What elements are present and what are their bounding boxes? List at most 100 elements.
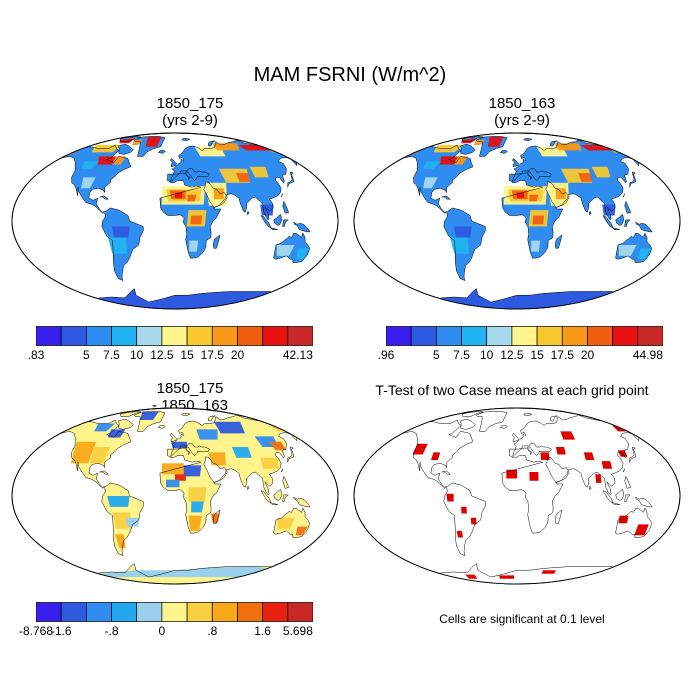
p1-field-18 <box>97 156 118 165</box>
colorbar-abs1-tick-label: 7.5 <box>103 348 120 362</box>
colorbar-abs1-swatch-9 <box>262 326 289 346</box>
java-coastline <box>611 502 620 505</box>
uk-coastline <box>170 158 177 168</box>
colorbar-abs1-swatch-6 <box>186 326 213 346</box>
panel-1-title: 1850_175 (yrs 2-9) <box>60 95 320 129</box>
map-boundary <box>353 407 681 585</box>
panel-2-title: 1850_163 (yrs 2-9) <box>392 95 652 129</box>
australia-coastline <box>615 232 653 263</box>
map-boundary <box>11 407 339 585</box>
colorbar-diff-labels: -8.768 -1.6 -.8 0 .8 1.6 5.698 <box>19 622 313 638</box>
colorbar-diff-swatch-3 <box>111 602 138 622</box>
p2-field-22 <box>473 139 485 145</box>
java-coastline <box>611 227 620 230</box>
p3-field-10 <box>161 463 184 475</box>
madagascar-coastline <box>554 234 563 249</box>
p2-field-21 <box>487 137 504 147</box>
australia-coastline <box>273 232 311 263</box>
philippines-coastline <box>624 200 632 214</box>
novaya-zemlya-coastline <box>550 415 558 422</box>
north-america-coastline <box>392 144 474 214</box>
new-guinea-coastline <box>635 496 653 508</box>
colorbar-abs2-tick-label: 10 <box>480 348 494 362</box>
japan-landmass <box>629 447 636 463</box>
africa-eurasia-coastline <box>159 139 299 259</box>
colorbar-diff-tick-label: 0 <box>158 624 166 638</box>
sri-lanka-coastline <box>246 210 250 215</box>
map-panel-1850-163 <box>353 132 681 310</box>
south-america-coastline <box>443 207 486 282</box>
taiwan-coastline <box>281 468 283 473</box>
ellesmere-island-coastline <box>461 411 484 417</box>
greenland-coastline <box>475 411 508 432</box>
sulawesi-landmass <box>282 219 289 227</box>
p3-field-6 <box>107 496 130 507</box>
sulawesi-landmass <box>282 494 289 502</box>
new-guinea-coastline <box>293 496 311 508</box>
sulawesi-coastline <box>282 494 289 502</box>
sumatra-coastline <box>260 489 272 503</box>
new-guinea-coastline <box>635 221 653 233</box>
colorbar-diff-swatch-1 <box>60 602 87 622</box>
colorbar-diff-swatch-5 <box>161 602 188 622</box>
ellesmere-island-coastline <box>119 136 142 142</box>
p3-field-22 <box>260 457 279 469</box>
baffin-island-coastline <box>460 143 476 155</box>
colorbar-diff-swatch-0 <box>36 602 62 622</box>
map-panel-1850-175 <box>11 132 339 310</box>
panel-2-title-line2: (yrs 2-9) <box>494 112 550 129</box>
iceland-coastline <box>499 150 508 154</box>
p1-field-10 <box>236 173 250 182</box>
sumatra-coastline <box>602 489 614 503</box>
p2-field-30 <box>603 186 622 195</box>
borneo-landmass <box>273 489 282 501</box>
map-panel-difference <box>11 407 339 585</box>
south-america-coastline <box>443 482 486 557</box>
colorbar-abs1-tick-label: 42.13 <box>282 348 313 362</box>
p2-field-23 <box>423 177 438 189</box>
panel-3-title-line1: 1850_175 <box>156 380 224 397</box>
colorbar-abs1-swatch-1 <box>60 326 87 346</box>
panel-4-title: T-Test of two Case means at each grid po… <box>375 382 649 398</box>
madagascar-coastline <box>554 509 563 524</box>
uk-landmass <box>170 433 177 442</box>
colorbar-abs1-tick-label: 17.5 <box>200 348 224 362</box>
p3-field-16 <box>188 515 202 531</box>
new-guinea-coastline <box>293 221 311 233</box>
java-coastline <box>269 227 278 230</box>
new-guinea-landmass <box>293 222 311 232</box>
colorbar-diff-swatch-8 <box>237 602 263 622</box>
uk-landmass <box>512 433 519 442</box>
p2-field-8 <box>555 188 566 200</box>
colorbar-abs2-swatch-4 <box>486 326 513 346</box>
japan-landmass <box>287 447 294 463</box>
baffin-island-coastline <box>118 143 134 155</box>
uk-coastline <box>512 433 519 443</box>
africa-eurasia-landmass <box>501 414 641 534</box>
sulawesi-landmass <box>624 494 631 502</box>
colorbar-abs1-swatch-3 <box>111 326 138 346</box>
colorbar-diff-swatch-9 <box>262 602 289 622</box>
significant-cells-8 <box>540 452 550 460</box>
sulawesi-landmass <box>624 219 631 227</box>
japan-landmass <box>629 172 636 188</box>
ellesmere-island-coastline <box>119 411 142 417</box>
madagascar-coastline <box>212 509 221 524</box>
p1-field-13 <box>212 143 240 151</box>
japan-coastline <box>629 446 637 463</box>
significant-cells-10 <box>556 447 566 455</box>
colorbar-abs1-swatch-7 <box>211 326 238 346</box>
significant-cells-1 <box>431 452 441 460</box>
med-north-coastline <box>512 168 552 183</box>
cuba-coastline <box>99 470 110 475</box>
north-america-coastline <box>50 144 132 214</box>
colorbar-abs2-swatch-5 <box>511 326 538 346</box>
iceland-coastline <box>499 425 508 429</box>
philippines-coastline <box>282 475 290 489</box>
p2-field-11 <box>591 166 611 178</box>
p1-field-28 <box>111 226 130 238</box>
p1-field-8 <box>213 188 224 200</box>
significant-cells-18 <box>421 575 444 579</box>
p2-field-28 <box>453 226 472 238</box>
med-north-coastline <box>170 168 210 183</box>
